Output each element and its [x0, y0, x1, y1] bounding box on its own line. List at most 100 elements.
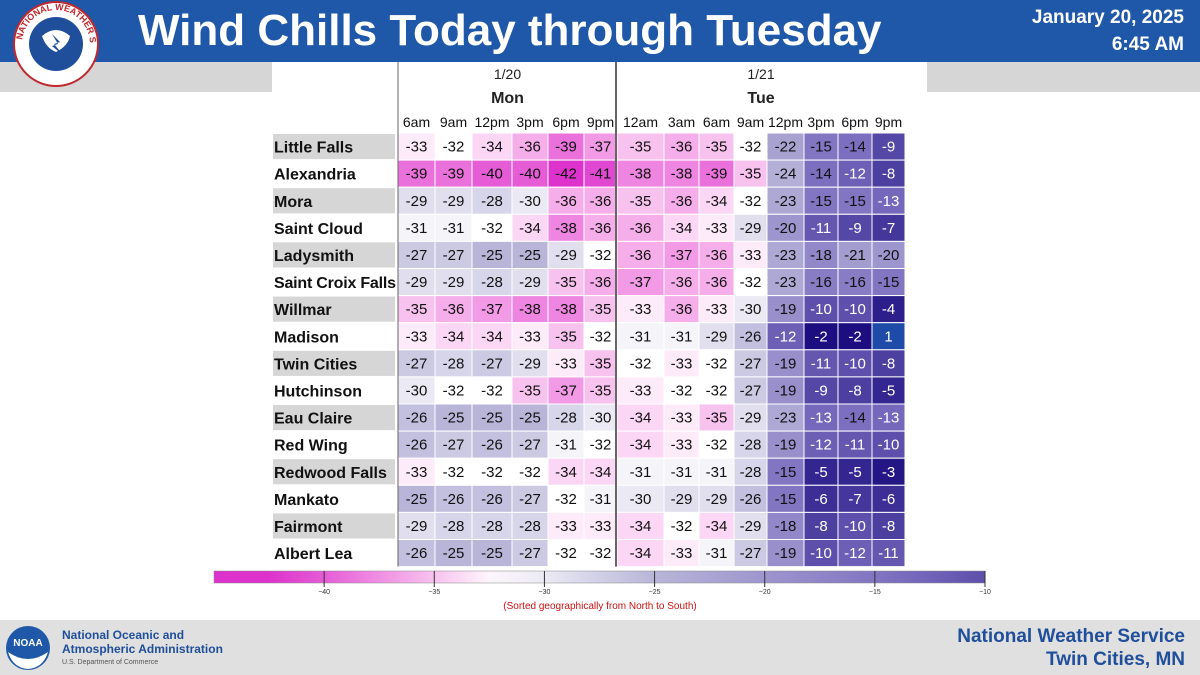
- heatmap-cell: [583, 376, 618, 405]
- cell-value: -35: [630, 193, 652, 210]
- heatmap-cell: [471, 159, 513, 188]
- cell-value: -32: [740, 274, 762, 291]
- colorbar-tick-label: −40: [318, 589, 330, 596]
- cell-value: -27: [443, 247, 465, 264]
- sort-caption: (Sorted geographically from North to Sou…: [503, 601, 696, 612]
- heatmap-cell: [663, 484, 700, 513]
- cell-value: -28: [481, 193, 503, 210]
- time-column-label: 9pm: [875, 114, 902, 130]
- cell-value: -33: [740, 247, 762, 264]
- cell-value: -30: [406, 382, 428, 399]
- cell-value: -28: [555, 410, 577, 427]
- cell-value: -31: [443, 220, 465, 237]
- time-column-label: 9am: [440, 114, 467, 130]
- cell-value: -34: [630, 545, 652, 562]
- cell-value: -28: [740, 437, 762, 454]
- cell-value: -23: [775, 274, 797, 291]
- heatmap-cell: [766, 159, 805, 188]
- location-label: Albert Lea: [274, 546, 352, 563]
- cell-value: -32: [740, 139, 762, 156]
- cell-value: -27: [740, 355, 762, 372]
- heatmap-cell: [471, 457, 513, 486]
- location-label: Hutchinson: [274, 383, 362, 400]
- heatmap-cell: [471, 240, 513, 269]
- cell-value: -39: [706, 166, 728, 183]
- issue-time: 6:45 AM: [1111, 34, 1184, 55]
- cell-value: -34: [443, 328, 465, 345]
- cell-value: -36: [519, 139, 541, 156]
- heatmap-cell: [547, 186, 585, 215]
- heatmap-cell: [511, 511, 549, 541]
- heatmap-cell: [733, 132, 768, 161]
- heatmap-cell: [397, 511, 436, 541]
- cell-value: -19: [775, 437, 797, 454]
- location-label: Twin Cities: [274, 356, 357, 373]
- heatmap-cell: [803, 484, 839, 513]
- cell-value: -10: [844, 518, 866, 535]
- heatmap-cell: [663, 539, 700, 568]
- noaa-logo: NOAA: [6, 626, 50, 670]
- heatmap-cell: [547, 349, 585, 378]
- cell-value: -32: [443, 382, 465, 399]
- heatmap-cell: [434, 457, 473, 486]
- location-band: [273, 134, 395, 160]
- cell-value: -32: [443, 464, 465, 481]
- heatmap-cell: [733, 349, 768, 378]
- heatmap-cell: [837, 539, 873, 568]
- heatmap-cell: [583, 295, 618, 324]
- heatmap-cell: [698, 186, 735, 215]
- nws-office: National Weather Service Twin Cities, MN: [957, 625, 1185, 671]
- heatmap-cell: [803, 132, 839, 161]
- cell-value: -32: [590, 328, 612, 345]
- cell-value: -4: [882, 301, 895, 318]
- cell-value: -35: [706, 410, 728, 427]
- heatmap-cell: [616, 159, 665, 188]
- cell-value: -11: [845, 437, 866, 454]
- cell-value: -5: [848, 464, 861, 481]
- heatmap-cell: [583, 132, 618, 161]
- cell-value: -32: [706, 382, 728, 399]
- heatmap-cell: [803, 376, 839, 405]
- location-label: Mora: [274, 194, 312, 211]
- cell-value: -18: [810, 247, 832, 264]
- cell-value: -5: [882, 382, 895, 399]
- cell-value: -14: [844, 410, 866, 427]
- cell-value: -33: [706, 220, 728, 237]
- cell-value: -29: [555, 247, 577, 264]
- cell-value: -35: [590, 301, 612, 318]
- cell-value: -33: [406, 464, 428, 481]
- location-band: [273, 242, 395, 268]
- heatmap-cell: [471, 295, 513, 324]
- page-title: Wind Chills Today through Tuesday: [138, 6, 882, 55]
- cell-value: -33: [671, 410, 693, 427]
- cell-value: -10: [810, 545, 832, 562]
- cell-value: -11: [811, 355, 832, 372]
- colorbar-tick-label: −35: [428, 589, 440, 596]
- heatmap-cell: [434, 268, 473, 297]
- cell-value: -35: [706, 139, 728, 156]
- heatmap-cell: [434, 376, 473, 405]
- heatmap-cell: [397, 322, 436, 351]
- cell-value: -16: [810, 274, 832, 291]
- heatmap-cell: [803, 349, 839, 378]
- heatmap-cell: [471, 430, 513, 459]
- heatmap-cell: [698, 322, 735, 351]
- day-date-label: 1/21: [747, 66, 774, 82]
- cell-value: -33: [519, 328, 541, 345]
- cell-value: -29: [706, 328, 728, 345]
- cell-value: -28: [481, 518, 503, 535]
- heatmap-cell: [837, 213, 873, 242]
- cell-value: -24: [775, 166, 797, 183]
- heatmap-cell: [698, 295, 735, 324]
- cell-value: -39: [555, 139, 577, 156]
- colorbar-tick-label: −20: [759, 589, 771, 596]
- location-label: Little Falls: [274, 140, 353, 157]
- cell-value: -31: [555, 437, 577, 454]
- day-date-label: 1/20: [494, 66, 521, 82]
- cell-value: -32: [555, 491, 577, 508]
- cell-value: -10: [810, 301, 832, 318]
- cell-value: -27: [519, 437, 541, 454]
- noaa-name-line1: National Oceanic and: [62, 628, 185, 642]
- cell-value: -32: [590, 545, 612, 562]
